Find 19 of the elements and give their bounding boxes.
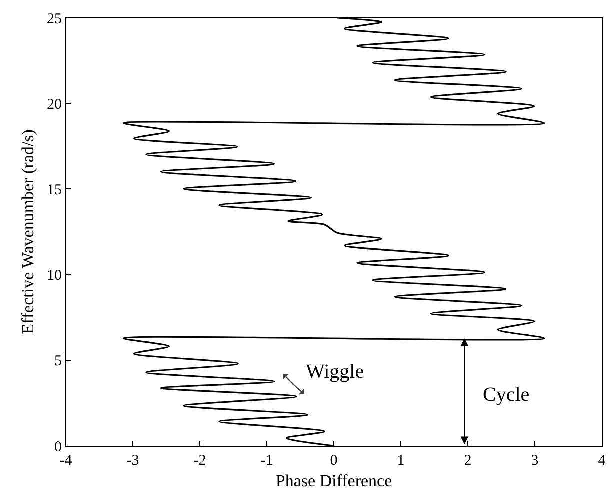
- x-tick-label: 4: [598, 453, 606, 469]
- x-tick-label: 1: [397, 453, 405, 469]
- x-tick-label: -3: [126, 453, 140, 469]
- y-tick-label: 15: [47, 182, 62, 198]
- x-axis-title: Phase Difference: [276, 471, 392, 490]
- y-tick-label: 20: [47, 96, 62, 113]
- x-tick-label: -2: [194, 453, 206, 469]
- x-tick-label: -1: [260, 453, 274, 469]
- y-tick-label: 5: [54, 354, 62, 370]
- y-tick-label: 25: [47, 11, 62, 28]
- y-axis-title: Effective Wavenumber (rad/s): [18, 130, 38, 334]
- y-tick-label: 10: [47, 268, 62, 284]
- y-tick-label: 0: [54, 439, 62, 456]
- x-tick-label: -4: [60, 453, 73, 469]
- x-tick-label: 3: [531, 453, 539, 469]
- annotation: Wiggle: [306, 361, 364, 383]
- x-tick-label: 2: [464, 453, 472, 469]
- x-tick-label: 0: [330, 453, 338, 469]
- annotation: Cycle: [483, 384, 530, 406]
